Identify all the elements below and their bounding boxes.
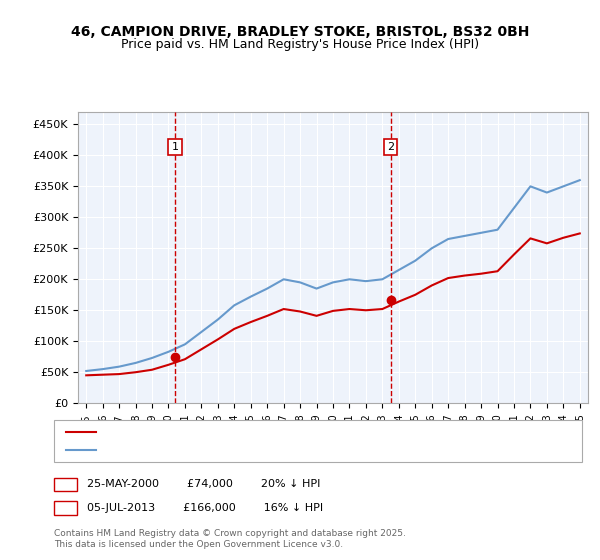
Text: 05-JUL-2013        £166,000        16% ↓ HPI: 05-JUL-2013 £166,000 16% ↓ HPI: [87, 503, 323, 513]
Text: 46, CAMPION DRIVE, BRADLEY STOKE, BRISTOL, BS32 0BH: 46, CAMPION DRIVE, BRADLEY STOKE, BRISTO…: [71, 25, 529, 39]
Text: Price paid vs. HM Land Registry's House Price Index (HPI): Price paid vs. HM Land Registry's House …: [121, 38, 479, 51]
Text: Contains HM Land Registry data © Crown copyright and database right 2025.
This d: Contains HM Land Registry data © Crown c…: [54, 529, 406, 549]
Text: 46, CAMPION DRIVE, BRADLEY STOKE, BRISTOL, BS32 0BH (semi-detached house): 46, CAMPION DRIVE, BRADLEY STOKE, BRISTO…: [102, 427, 505, 437]
Text: 1: 1: [62, 479, 69, 489]
Text: 1: 1: [172, 142, 179, 152]
Text: 2: 2: [387, 142, 394, 152]
Text: 2: 2: [62, 503, 69, 513]
Text: HPI: Average price, semi-detached house, South Gloucestershire: HPI: Average price, semi-detached house,…: [102, 445, 418, 455]
Text: 25-MAY-2000        £74,000        20% ↓ HPI: 25-MAY-2000 £74,000 20% ↓ HPI: [87, 479, 320, 489]
